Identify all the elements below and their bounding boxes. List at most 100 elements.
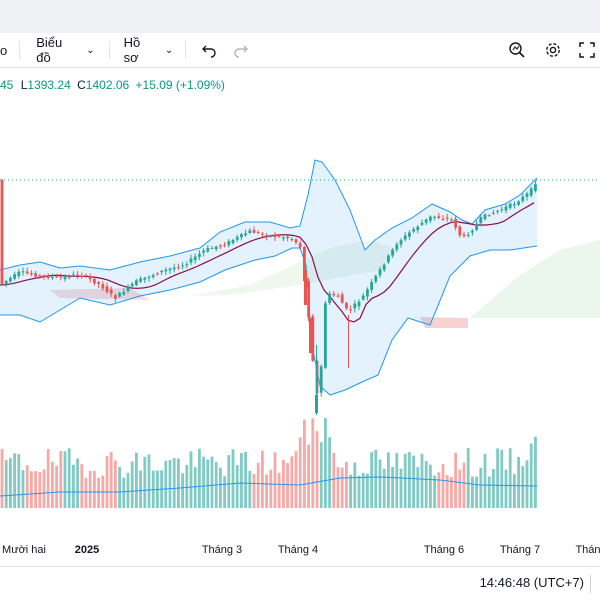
candle-body <box>319 366 323 393</box>
volume-bar <box>210 456 214 508</box>
volume-bar <box>416 467 420 508</box>
candle-body <box>0 180 4 284</box>
bollinger-upper-line <box>0 159 538 271</box>
fullscreen-button[interactable] <box>574 37 600 63</box>
toolbar-divider <box>19 41 21 59</box>
candle-body <box>345 303 348 309</box>
time-tick-label: Tháng 7 <box>499 544 541 556</box>
candle-body <box>67 276 71 278</box>
bollinger-band-fill <box>0 160 537 395</box>
candle-body <box>315 395 318 413</box>
candle-body <box>286 236 289 238</box>
volume-bar <box>193 467 197 508</box>
volume-bar <box>80 464 84 508</box>
volume-bar <box>487 476 491 508</box>
volume-bar <box>458 469 462 508</box>
volume-bar <box>315 431 319 508</box>
zoom-icon <box>509 42 525 58</box>
candle-body <box>290 239 294 241</box>
volume-bar <box>231 449 235 508</box>
toolbar-divider <box>185 41 187 59</box>
volume-bar <box>294 451 298 508</box>
volume-bar <box>109 451 113 508</box>
candle-body <box>206 248 210 252</box>
candle-body <box>114 295 117 299</box>
candle-body <box>387 255 390 263</box>
candle-body <box>433 216 436 218</box>
candle-body <box>59 276 63 278</box>
volume-bar <box>412 455 415 508</box>
redo-button[interactable] <box>228 37 254 63</box>
candle-body <box>156 273 159 275</box>
volume-bar <box>496 448 499 508</box>
undo-icon <box>202 45 216 58</box>
candle-body <box>403 235 407 240</box>
clock-display[interactable]: 14:46:48 (UTC+7) <box>479 575 584 590</box>
volume-bar <box>72 464 75 508</box>
volume-bar <box>370 452 373 508</box>
candle-body <box>147 277 151 279</box>
candle-body <box>504 206 508 211</box>
volume-bar <box>424 461 428 508</box>
redo-icon <box>234 45 249 58</box>
candle-body <box>231 240 235 244</box>
candle-body <box>496 210 499 212</box>
volume-bar <box>25 465 29 508</box>
candlestick-chart[interactable] <box>0 100 600 540</box>
candle-body <box>429 216 432 221</box>
volume-bar <box>504 469 508 508</box>
volume-bar <box>227 455 231 508</box>
candle-body <box>441 218 445 220</box>
candle-body <box>172 267 176 270</box>
candle-body <box>63 276 67 280</box>
volume-bar <box>223 476 226 508</box>
candle-body <box>160 270 163 273</box>
volume-bar <box>466 448 470 508</box>
toolbar-partial-item[interactable]: o <box>0 42 8 58</box>
candle-body <box>42 275 46 277</box>
candle-body <box>164 269 168 272</box>
volume-bar <box>189 451 193 508</box>
settings-button[interactable] <box>540 37 566 63</box>
candle-body <box>34 273 37 277</box>
candle-body <box>366 289 369 297</box>
volume-bar <box>399 468 403 508</box>
volume-bar <box>97 477 100 508</box>
volume-bar <box>269 469 273 508</box>
zoom-button[interactable] <box>504 37 530 63</box>
volume-bar <box>177 458 180 508</box>
candle-body <box>416 226 420 230</box>
ohlc-close-value: 1402.06 <box>85 78 130 92</box>
candle-body <box>143 277 147 280</box>
time-tick-label: Tháng 6 <box>423 544 465 556</box>
candle-body <box>479 217 483 223</box>
candle-body <box>328 293 331 303</box>
volume-bar <box>126 472 130 508</box>
candle-body <box>304 270 307 305</box>
candle-body <box>261 233 264 235</box>
volume-bar <box>340 467 344 508</box>
candle-body <box>269 235 273 237</box>
candle-body <box>534 184 537 191</box>
volume-bar <box>391 467 394 508</box>
candle-body <box>412 229 415 232</box>
volume-bar <box>450 477 453 508</box>
chevron-down-icon: ⌄ <box>164 44 174 56</box>
volume-bar <box>118 467 121 508</box>
volume-bar <box>521 466 525 508</box>
chevron-down-icon: ⌄ <box>86 44 95 56</box>
volume-bar <box>525 460 529 508</box>
chart-type-dropdown[interactable]: Biểu đồ ⌄ <box>36 33 94 67</box>
time-tick-label: Mười hai <box>2 544 46 556</box>
volume-bar <box>252 473 256 508</box>
candle-body <box>46 275 50 278</box>
candle-body <box>475 223 478 230</box>
volume-bar <box>361 473 365 508</box>
candle-body <box>118 292 121 297</box>
volume-bar <box>307 444 310 508</box>
candle-body <box>185 264 189 266</box>
profile-dropdown[interactable]: Hồ sơ ⌄ <box>124 33 174 67</box>
volume-bar <box>441 464 445 508</box>
candle-body <box>109 289 113 294</box>
undo-button[interactable] <box>196 37 222 63</box>
